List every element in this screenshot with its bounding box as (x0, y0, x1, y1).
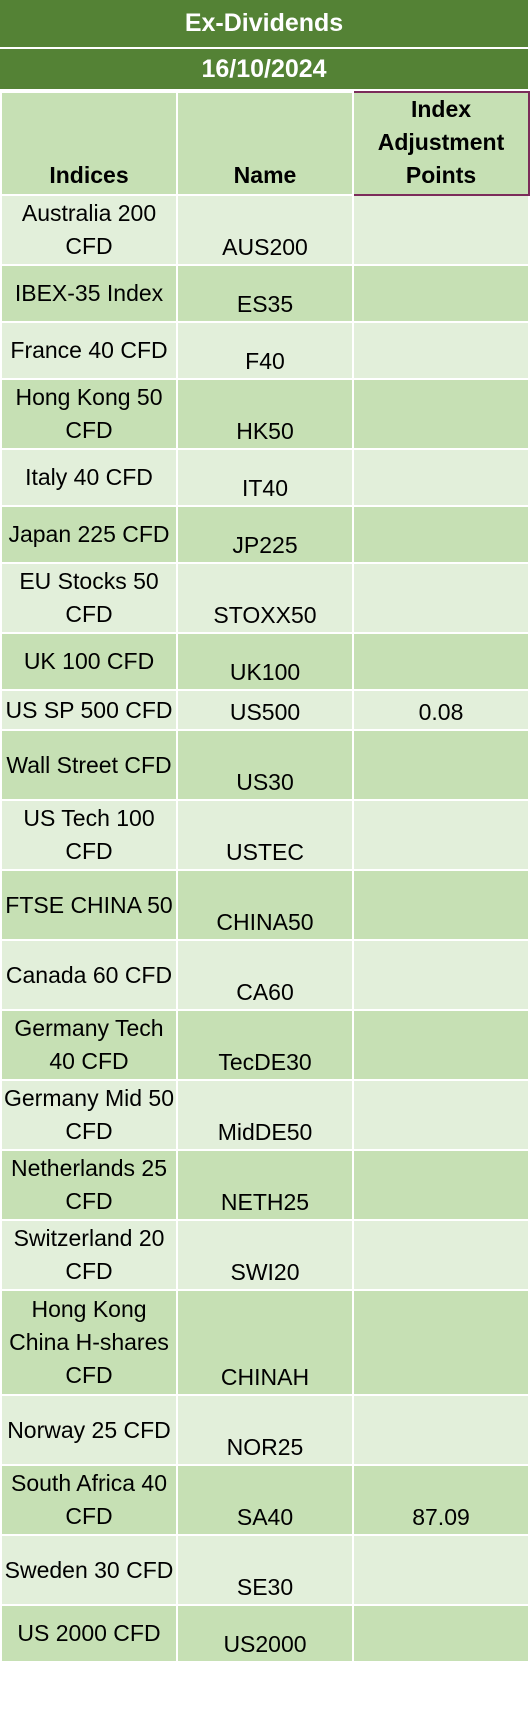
table-row: UK 100 CFD UK100 (0, 632, 530, 691)
index-cell: South Africa 40 CFD (0, 1464, 178, 1536)
adjustment-points-cell: 0.08 (352, 689, 530, 731)
name-cell: HK50 (176, 378, 354, 450)
adjustment-points-cell (352, 1009, 530, 1081)
name-cell: TecDE30 (176, 1009, 354, 1081)
adjustment-points-cell (352, 448, 530, 507)
index-cell: Sweden 30 CFD (0, 1534, 178, 1606)
index-cell: Canada 60 CFD (0, 939, 178, 1011)
index-cell: Norway 25 CFD (0, 1394, 178, 1466)
sheet-date: 16/10/2024 (0, 49, 528, 91)
table-row: Hong Kong 50 CFD HK50 (0, 378, 530, 450)
adjustment-points-cell (352, 1394, 530, 1466)
table-row: US Tech 100 CFD USTEC (0, 799, 530, 871)
table-row: Canada 60 CFD CA60 (0, 939, 530, 1011)
table-row: Germany Mid 50 CFD MidDE50 (0, 1079, 530, 1151)
index-cell: France 40 CFD (0, 321, 178, 380)
name-cell: SE30 (176, 1534, 354, 1606)
name-cell: US30 (176, 729, 354, 801)
table-row: Germany Tech 40 CFD TecDE30 (0, 1009, 530, 1081)
name-cell: NOR25 (176, 1394, 354, 1466)
name-cell: NETH25 (176, 1149, 354, 1221)
index-cell: Germany Mid 50 CFD (0, 1079, 178, 1151)
name-cell: CHINAH (176, 1289, 354, 1396)
table-row: EU Stocks 50 CFD STOXX50 (0, 562, 530, 634)
adjustment-points-cell (352, 632, 530, 691)
adjustment-points-cell (352, 869, 530, 941)
table-row: Japan 225 CFD JP225 (0, 505, 530, 564)
adjustment-points-cell (352, 939, 530, 1011)
index-cell: Wall Street CFD (0, 729, 178, 801)
index-cell: UK 100 CFD (0, 632, 178, 691)
table-row: US 2000 CFD US2000 (0, 1604, 530, 1663)
adjustment-points-cell (352, 505, 530, 564)
index-cell: Australia 200 CFD (0, 194, 178, 266)
index-cell: US Tech 100 CFD (0, 799, 178, 871)
adjustment-points-cell (352, 1289, 530, 1396)
table-row: Wall Street CFD US30 (0, 729, 530, 801)
table-row: France 40 CFD F40 (0, 321, 530, 380)
adjustment-points-cell (352, 378, 530, 450)
name-cell: AUS200 (176, 194, 354, 266)
name-cell: US500 (176, 689, 354, 731)
name-cell: CHINA50 (176, 869, 354, 941)
adjustment-points-cell (352, 1079, 530, 1151)
table-row: US SP 500 CFD US500 0.08 (0, 689, 530, 731)
adjustment-points-cell (352, 321, 530, 380)
index-cell: Germany Tech 40 CFD (0, 1009, 178, 1081)
index-cell: Hong Kong China H-shares CFD (0, 1289, 178, 1396)
dividends-table: Indices Name Index Adjustment Points Aus… (0, 91, 530, 1663)
table-row: Hong Kong China H-shares CFD CHINAH (0, 1289, 530, 1396)
ex-dividends-sheet: Ex-Dividends 16/10/2024 Indices Name Ind… (0, 0, 530, 1663)
name-cell: MidDE50 (176, 1079, 354, 1151)
name-cell: STOXX50 (176, 562, 354, 634)
adjustment-points-cell (352, 1534, 530, 1606)
name-cell: F40 (176, 321, 354, 380)
name-cell: ES35 (176, 264, 354, 323)
index-cell: Switzerland 20 CFD (0, 1219, 178, 1291)
table-row: Australia 200 CFD AUS200 (0, 194, 530, 266)
adjustment-points-cell (352, 1149, 530, 1221)
index-cell: Japan 225 CFD (0, 505, 178, 564)
index-cell: US 2000 CFD (0, 1604, 178, 1663)
table-row: South Africa 40 CFD SA40 87.09 (0, 1464, 530, 1536)
table-row: Netherlands 25 CFD NETH25 (0, 1149, 530, 1221)
table-row: IBEX-35 Index ES35 (0, 264, 530, 323)
adjustment-points-cell (352, 1219, 530, 1291)
adjustment-points-cell (352, 194, 530, 266)
name-cell: UK100 (176, 632, 354, 691)
table-row: Switzerland 20 CFD SWI20 (0, 1219, 530, 1291)
adjustment-points-cell (352, 1604, 530, 1663)
adjustment-points-cell (352, 799, 530, 871)
name-cell: JP225 (176, 505, 354, 564)
adjustment-points-cell: 87.09 (352, 1464, 530, 1536)
index-cell: Italy 40 CFD (0, 448, 178, 507)
name-cell: SWI20 (176, 1219, 354, 1291)
index-cell: Hong Kong 50 CFD (0, 378, 178, 450)
table-header-row: Indices Name Index Adjustment Points (0, 91, 530, 196)
table-row: Norway 25 CFD NOR25 (0, 1394, 530, 1466)
name-cell: SA40 (176, 1464, 354, 1536)
name-cell: IT40 (176, 448, 354, 507)
sheet-title: Ex-Dividends (0, 0, 528, 49)
table-row: FTSE CHINA 50 CHINA50 (0, 869, 530, 941)
name-cell: CA60 (176, 939, 354, 1011)
table-row: Sweden 30 CFD SE30 (0, 1534, 530, 1606)
index-cell: IBEX-35 Index (0, 264, 178, 323)
index-cell: Netherlands 25 CFD (0, 1149, 178, 1221)
index-cell: FTSE CHINA 50 (0, 869, 178, 941)
column-header-indices: Indices (0, 91, 178, 196)
index-cell: EU Stocks 50 CFD (0, 562, 178, 634)
index-cell: US SP 500 CFD (0, 689, 178, 731)
column-header-adjustment-points: Index Adjustment Points (352, 91, 530, 196)
table-row: Italy 40 CFD IT40 (0, 448, 530, 507)
name-cell: USTEC (176, 799, 354, 871)
adjustment-points-cell (352, 729, 530, 801)
name-cell: US2000 (176, 1604, 354, 1663)
adjustment-points-cell (352, 562, 530, 634)
adjustment-points-cell (352, 264, 530, 323)
column-header-name: Name (176, 91, 354, 196)
